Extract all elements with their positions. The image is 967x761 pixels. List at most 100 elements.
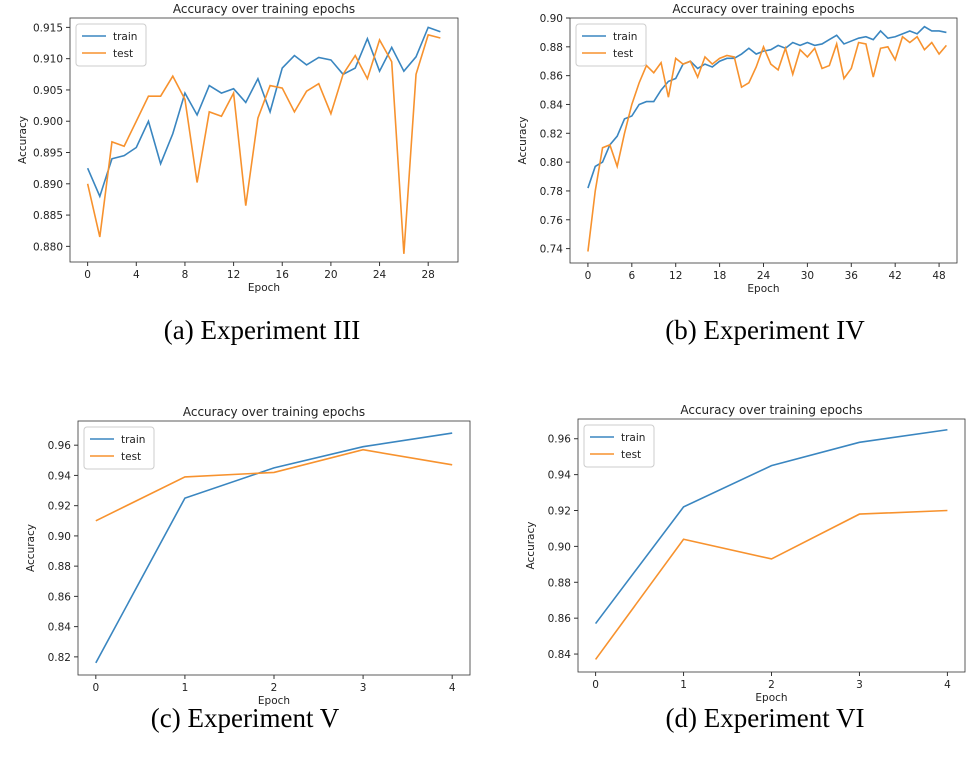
- y-tick-label: 0.82: [540, 128, 563, 140]
- x-tick-label: 6: [628, 270, 635, 282]
- legend-label: train: [113, 31, 137, 43]
- x-tick-label: 2: [768, 679, 775, 691]
- x-tick-label: 42: [888, 270, 901, 282]
- y-tick-label: 0.915: [33, 22, 63, 34]
- x-tick-label: 12: [669, 270, 682, 282]
- y-axis-label: Accuracy: [525, 522, 537, 570]
- y-tick-label: 0.905: [33, 85, 63, 97]
- plot-frame: [69, 17, 459, 263]
- series-line: [86, 26, 441, 199]
- y-tick-label: 0.78: [540, 186, 563, 198]
- legend-label: test: [613, 48, 633, 60]
- y-tick-label: 0.74: [540, 244, 564, 256]
- x-tick-label: 20: [324, 269, 337, 281]
- x-tick-label: 3: [856, 679, 863, 691]
- caption: (d) Experiment VI: [666, 703, 865, 733]
- x-tick-label: 24: [757, 270, 771, 282]
- y-tick-label: 0.890: [33, 179, 63, 191]
- legend-label: test: [621, 449, 641, 461]
- x-tick-label: 16: [276, 269, 290, 281]
- y-tick-label: 0.80: [540, 157, 563, 169]
- y-tick-label: 0.88: [48, 561, 71, 573]
- y-tick-label: 0.90: [548, 541, 571, 553]
- x-tick-label: 0: [592, 679, 599, 691]
- caption: (c) Experiment V: [151, 703, 340, 733]
- y-tick-label: 0.84: [48, 622, 72, 634]
- series-line: [587, 35, 948, 252]
- y-tick-label: 0.900: [33, 116, 63, 128]
- y-tick-label: 0.94: [548, 470, 572, 482]
- y-tick-label: 0.90: [48, 531, 71, 543]
- chart-panel: Accuracy over training epochs 0.880 0.885 0…: [17, 2, 459, 345]
- y-axis-label: Accuracy: [517, 117, 529, 165]
- x-tick-label: 0: [92, 682, 99, 694]
- y-tick-label: 0.84: [540, 99, 564, 111]
- x-tick-label: 24: [373, 269, 387, 281]
- chart-title: Accuracy over training epochs: [672, 2, 854, 16]
- legend-label: test: [121, 451, 141, 463]
- y-tick-label: 0.895: [33, 148, 63, 160]
- x-tick-label: 4: [133, 269, 140, 281]
- x-axis-label: Epoch: [258, 695, 290, 707]
- x-tick-label: 8: [182, 269, 189, 281]
- y-tick-label: 0.88: [548, 577, 571, 589]
- y-tick-label: 0.76: [540, 215, 564, 227]
- x-tick-label: 1: [182, 682, 189, 694]
- x-tick-label: 0: [84, 269, 91, 281]
- chart-panel: Accuracy over training epochs 0.82 0.84 0.8…: [25, 405, 471, 733]
- x-tick-label: 12: [227, 269, 240, 281]
- y-tick-label: 0.88: [540, 42, 563, 54]
- chart-panel: Accuracy over training epochs 0.74 0.76 0.7…: [517, 2, 958, 345]
- legend-box: [583, 424, 655, 468]
- series-line: [95, 448, 453, 522]
- y-tick-label: 0.86: [48, 591, 72, 603]
- legend-label: train: [613, 31, 637, 43]
- chart-title: Accuracy over training epochs: [680, 403, 862, 417]
- legend-label: train: [621, 432, 645, 444]
- y-tick-label: 0.910: [33, 54, 63, 66]
- x-tick-label: 28: [422, 269, 435, 281]
- y-tick-label: 0.880: [33, 241, 63, 253]
- y-tick-label: 0.86: [540, 71, 564, 83]
- x-tick-label: 0: [585, 270, 592, 282]
- chart-title: Accuracy over training epochs: [173, 2, 355, 16]
- legend-box: [75, 23, 147, 67]
- chart-panel: Accuracy over training epochs 0.84 0.86 0.8…: [525, 403, 966, 733]
- x-tick-label: 1: [680, 679, 687, 691]
- y-tick-label: 0.96: [548, 434, 572, 446]
- y-tick-label: 0.82: [48, 652, 71, 664]
- x-tick-label: 2: [271, 682, 278, 694]
- y-axis-label: Accuracy: [17, 116, 29, 164]
- legend-box: [83, 426, 155, 470]
- x-axis-label: Epoch: [248, 282, 280, 294]
- y-tick-label: 0.92: [48, 501, 71, 513]
- y-tick-label: 0.885: [33, 210, 63, 222]
- y-tick-label: 0.84: [548, 649, 572, 661]
- y-tick-label: 0.90: [540, 13, 563, 25]
- series-line: [594, 428, 948, 625]
- x-tick-label: 48: [932, 270, 945, 282]
- legend-box: [575, 23, 647, 67]
- x-axis-label: Epoch: [755, 692, 787, 704]
- series-line: [86, 33, 441, 254]
- x-tick-label: 3: [360, 682, 367, 694]
- x-tick-label: 36: [845, 270, 859, 282]
- x-tick-label: 18: [713, 270, 726, 282]
- caption: (b) Experiment IV: [665, 315, 865, 345]
- x-tick-label: 4: [944, 679, 951, 691]
- x-tick-label: 4: [449, 682, 456, 694]
- x-axis-label: Epoch: [747, 283, 779, 295]
- y-tick-label: 0.92: [548, 506, 571, 518]
- legend-label: train: [121, 434, 145, 446]
- y-tick-label: 0.86: [548, 613, 572, 625]
- y-tick-label: 0.94: [48, 470, 72, 482]
- x-tick-label: 30: [801, 270, 814, 282]
- caption: (a) Experiment III: [164, 315, 360, 345]
- series-line: [95, 432, 453, 664]
- legend-label: test: [113, 48, 133, 60]
- series-line: [587, 25, 947, 189]
- chart-title: Accuracy over training epochs: [183, 405, 365, 419]
- y-tick-label: 0.96: [48, 440, 72, 452]
- series-line: [594, 509, 948, 660]
